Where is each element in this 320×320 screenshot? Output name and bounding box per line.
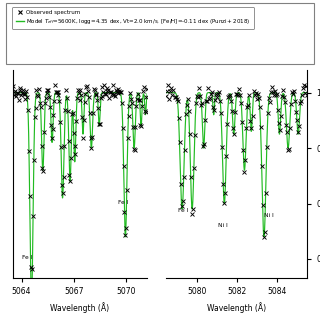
Text: Fe I: Fe I	[22, 255, 33, 260]
X-axis label: Wavelength (Å): Wavelength (Å)	[207, 302, 266, 313]
Legend: Observed spectrum, Model $T_{eff}$=5600K, logg=4.35 dex, Vt=2.0 km/s, [Fe/H]=-0.: Observed spectrum, Model $T_{eff}$=5600K…	[12, 7, 254, 29]
Text: Ni I: Ni I	[218, 223, 228, 228]
Text: Ni I: Ni I	[264, 213, 274, 218]
X-axis label: Wavelength (Å): Wavelength (Å)	[51, 302, 109, 313]
Text: Fe I: Fe I	[118, 200, 129, 204]
Text: Fe I: Fe I	[179, 208, 189, 213]
